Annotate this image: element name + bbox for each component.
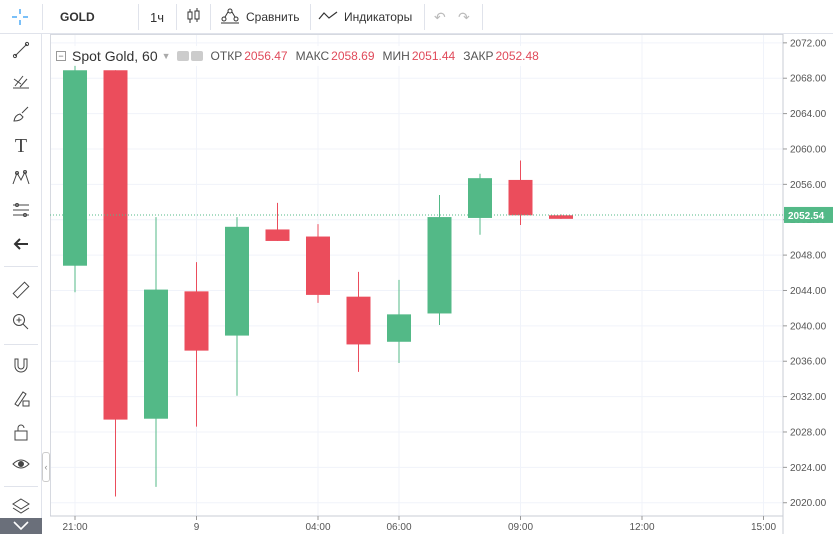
x-tick-label: 06:00: [386, 522, 411, 533]
candle-body: [387, 314, 411, 342]
y-tick-label: 2028.00: [790, 427, 827, 438]
redo-icon[interactable]: ↷: [458, 8, 470, 25]
candle-body: [508, 179, 533, 216]
crosshair-menu-icon[interactable]: [6, 0, 34, 34]
open-value: 2056.47: [244, 49, 288, 63]
y-tick-label: 2056.00: [790, 180, 827, 191]
chart-area[interactable]: 2020.00 2024.00 2028.00 2032.00 2036.00 2040.…: [50, 34, 833, 534]
candle-body: [225, 226, 249, 336]
indicators-button[interactable]: Индикаторы: [318, 0, 412, 34]
candle-body: [306, 236, 330, 295]
candle-body: [103, 70, 128, 420]
y-tick-label: 2048.00: [790, 251, 827, 262]
indicators-icon: [318, 9, 338, 26]
compare-icon: [220, 7, 240, 28]
candle-body: [265, 229, 290, 241]
legend-dropdown-icon[interactable]: ▼: [161, 51, 171, 61]
x-tick-label: 04:00: [305, 522, 330, 533]
eye-toggle-icon[interactable]: [190, 51, 203, 61]
y-tick-label: 2060.00: [790, 144, 827, 155]
candle-body: [184, 291, 209, 351]
high-value: 2058.69: [331, 49, 375, 63]
close-value: 2052.48: [495, 49, 539, 63]
y-tick-label: 2064.00: [790, 109, 827, 120]
plot-frame: [50, 34, 784, 517]
x-tick-label: 09:00: [508, 522, 533, 533]
x-tick-label: 12:00: [629, 522, 654, 533]
indicators-label: Индикаторы: [344, 10, 413, 24]
candle-body: [468, 178, 492, 218]
legend-title: Spot Gold, 60: [72, 48, 158, 64]
settings-icon[interactable]: [176, 51, 189, 61]
interval-button[interactable]: 1ч: [150, 9, 165, 25]
candle-body: [346, 296, 371, 345]
candle-body: [427, 217, 452, 314]
chevron-down-icon: [13, 521, 29, 531]
low-label: МИН: [382, 49, 410, 63]
candle-body: [144, 289, 168, 419]
close-label: ЗАКР: [463, 49, 494, 63]
price-chart[interactable]: 2020.00 2024.00 2028.00 2032.00 2036.00 2040.…: [50, 34, 833, 534]
y-tick-label: 2020.00: [790, 498, 827, 509]
ruler-icon[interactable]: [6, 276, 36, 304]
y-tick-label: 2040.00: [790, 321, 827, 332]
candle-body: [63, 70, 87, 266]
high-label: МАКС: [295, 49, 330, 63]
prediction-icon[interactable]: [6, 196, 36, 224]
sidebar-toggle-handle[interactable]: ‹: [42, 452, 50, 482]
zoom-in-icon[interactable]: [6, 308, 36, 336]
compare-label: Сравнить: [246, 10, 300, 24]
pattern-icon[interactable]: [6, 164, 36, 192]
top-toolbar: GOLD 1ч Сравнить Индикаторы ↶ ↷: [0, 0, 833, 34]
unlock-icon[interactable]: [6, 418, 36, 446]
back-arrow-icon[interactable]: [6, 230, 36, 258]
brush-icon[interactable]: [6, 100, 36, 128]
series-legend: − Spot Gold, 60 ▼ ОТКР 2056.47 МАКС 2058.6…: [56, 46, 539, 66]
open-label: ОТКР: [210, 49, 243, 63]
last-price-badge: [784, 206, 833, 223]
x-tick-label: 9: [194, 522, 200, 533]
layers-icon[interactable]: [6, 492, 36, 520]
y-tick-label: 2036.00: [790, 357, 827, 368]
chart-style-button[interactable]: [186, 0, 202, 34]
y-tick-label: 2068.00: [790, 74, 827, 85]
collapse-toolbar-button[interactable]: [0, 518, 42, 534]
last-price-label: 2052.54: [788, 211, 825, 222]
candle-body: [549, 215, 573, 219]
fib-icon[interactable]: [6, 68, 36, 96]
y-tick-label: 2032.00: [790, 392, 827, 403]
x-tick-label: 21:00: [62, 522, 87, 533]
eye-icon[interactable]: [6, 450, 36, 478]
drawing-toolbar: T ‹: [0, 34, 50, 534]
lock-draw-icon[interactable]: [6, 384, 36, 412]
candles-icon: [186, 7, 202, 28]
symbol-search-button[interactable]: GOLD: [60, 10, 95, 24]
compare-button[interactable]: Сравнить: [220, 0, 299, 34]
y-tick-label: 2072.00: [790, 38, 827, 49]
y-tick-label: 2044.00: [790, 286, 827, 297]
trend-line-icon[interactable]: [6, 36, 36, 64]
x-tick-label: 15:00: [751, 522, 776, 533]
low-value: 2051.44: [411, 49, 456, 63]
y-tick-label: 2024.00: [790, 463, 827, 474]
undo-icon[interactable]: ↶: [434, 8, 446, 25]
text-icon[interactable]: T: [14, 134, 28, 157]
magnet-icon[interactable]: [6, 352, 36, 380]
legend-collapse-icon[interactable]: −: [56, 51, 66, 61]
